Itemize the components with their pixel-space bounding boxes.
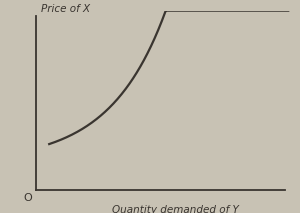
Text: Price of X: Price of X — [40, 4, 90, 14]
Text: O: O — [23, 193, 32, 203]
Text: Quantity demanded of Y: Quantity demanded of Y — [112, 205, 238, 213]
